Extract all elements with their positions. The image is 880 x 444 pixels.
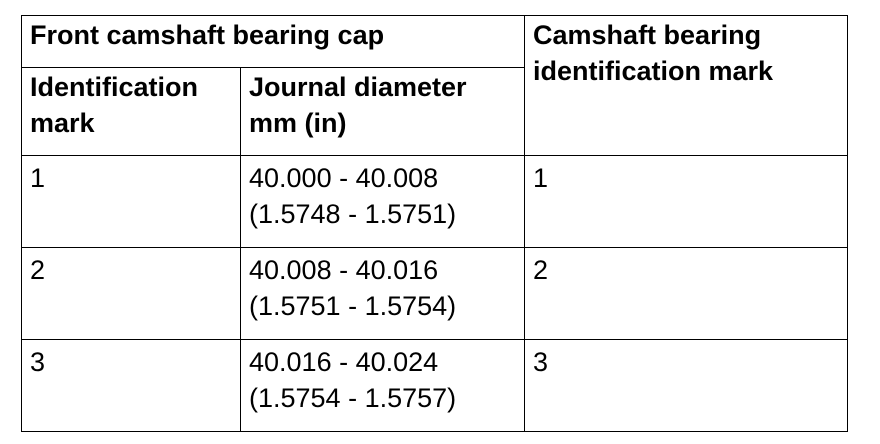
cell-journal-diameter: 40.016 - 40.024 (1.5754 - 1.5757): [239, 339, 526, 432]
cell-diameter-in: (1.5751 - 1.5754): [249, 291, 457, 321]
cell-id-mark: 2: [21, 247, 241, 340]
cell-id-mark-text: 2: [30, 255, 46, 285]
table-row: 2 40.008 - 40.016 (1.5751 - 1.5754) 2: [21, 247, 849, 340]
header-line-1: Journal diameter: [249, 72, 467, 102]
cell-bearing-mark: 2: [524, 247, 849, 340]
cell-diameter-in: (1.5748 - 1.5751): [249, 199, 457, 229]
cell-bearing-mark-text: 3: [533, 347, 549, 377]
cell-id-mark: 1: [21, 155, 241, 248]
group-header-front-camshaft-bearing-cap: Front camshaft bearing cap: [20, 15, 526, 68]
header-row-group: Front camshaft bearing cap Camshaft bear…: [20, 15, 849, 156]
header-line-1: Identification: [30, 72, 198, 102]
cell-id-mark-text: 3: [30, 347, 46, 377]
cell-bearing-mark: 1: [524, 155, 849, 248]
table-row: 1 40.000 - 40.008 (1.5748 - 1.5751) 1: [21, 155, 849, 248]
cell-diameter-mm: 40.000 - 40.008: [249, 163, 439, 193]
table-row: 3 40.016 - 40.024 (1.5754 - 1.5757) 3: [21, 339, 849, 432]
cell-diameter-mm: 40.016 - 40.024: [249, 347, 439, 377]
header-line-2: identification mark: [533, 56, 774, 86]
cell-id-mark-text: 1: [30, 163, 46, 193]
cell-id-mark: 3: [21, 339, 241, 432]
header-line-1: Camshaft bearing: [533, 20, 762, 50]
cell-bearing-mark-text: 1: [533, 163, 549, 193]
header-line-2: mm (in): [249, 108, 347, 138]
cell-diameter-mm: 40.008 - 40.016: [249, 255, 439, 285]
camshaft-spec-table: Front camshaft bearing cap Camshaft bear…: [20, 15, 849, 432]
group-header-text: Front camshaft bearing cap: [30, 20, 385, 50]
cell-bearing-mark-text: 2: [533, 255, 549, 285]
header-identification-mark: Identification mark: [21, 67, 241, 156]
header-line-2: mark: [30, 108, 95, 138]
header-camshaft-bearing-identification-mark: Camshaft bearing identification mark: [524, 15, 849, 156]
cell-journal-diameter: 40.000 - 40.008 (1.5748 - 1.5751): [239, 155, 526, 248]
cell-diameter-in: (1.5754 - 1.5757): [249, 383, 457, 413]
header-journal-diameter: Journal diameter mm (in): [239, 67, 526, 156]
cell-bearing-mark: 3: [524, 339, 849, 432]
cell-journal-diameter: 40.008 - 40.016 (1.5751 - 1.5754): [239, 247, 526, 340]
